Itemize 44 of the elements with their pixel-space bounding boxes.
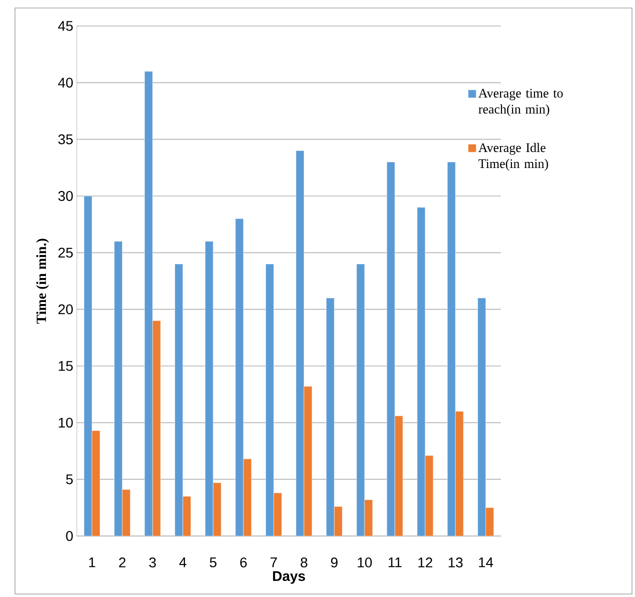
y-tick-label: 30 <box>58 191 73 201</box>
y-axis-title: Time (in min.) <box>36 238 49 324</box>
bar <box>386 162 396 536</box>
y-tick-label: 5 <box>66 474 73 484</box>
legend-label: Average Idle Time(in min) <box>478 142 548 171</box>
x-tick-label: 2 <box>119 558 126 568</box>
bar <box>122 489 130 536</box>
y-tick-label: 15 <box>58 361 73 371</box>
bar <box>424 455 434 536</box>
x-axis-title: Days <box>273 571 306 584</box>
y-tick-label: 20 <box>58 304 73 314</box>
legend-label: Average time to reach(in min) <box>478 88 563 116</box>
bar <box>212 482 222 536</box>
x-tick-label: 1 <box>89 558 96 568</box>
bar <box>326 298 334 536</box>
x-tick-label: 6 <box>240 558 247 568</box>
bar <box>334 506 342 536</box>
bar <box>174 264 184 536</box>
x-tick-label: 9 <box>331 558 338 568</box>
y-tick-label: 40 <box>58 78 73 88</box>
y-tick-label: 25 <box>58 248 73 258</box>
bar <box>394 416 404 536</box>
y-tick-label: 35 <box>58 134 73 144</box>
x-tick-label: 10 <box>358 558 372 568</box>
bar <box>114 241 122 536</box>
y-tick-label: 45 <box>58 21 73 31</box>
x-tick-label: 7 <box>270 558 277 568</box>
x-tick-label: 13 <box>448 558 463 568</box>
x-tick-label: 14 <box>478 558 494 568</box>
bar <box>416 207 426 536</box>
bar <box>478 298 486 536</box>
bar <box>266 264 274 536</box>
x-tick-label: 12 <box>418 558 432 568</box>
x-tick-label: 5 <box>210 558 216 568</box>
x-tick-label: 4 <box>179 558 186 568</box>
bar <box>204 241 214 536</box>
y-tick-label: 10 <box>58 418 73 428</box>
x-tick-label: 3 <box>149 558 156 568</box>
bar <box>486 508 494 536</box>
x-tick-label: 8 <box>300 558 308 568</box>
bar <box>182 496 192 536</box>
y-tick-label: 0 <box>66 531 73 541</box>
x-tick-label: 11 <box>388 558 402 568</box>
bar <box>274 492 282 536</box>
